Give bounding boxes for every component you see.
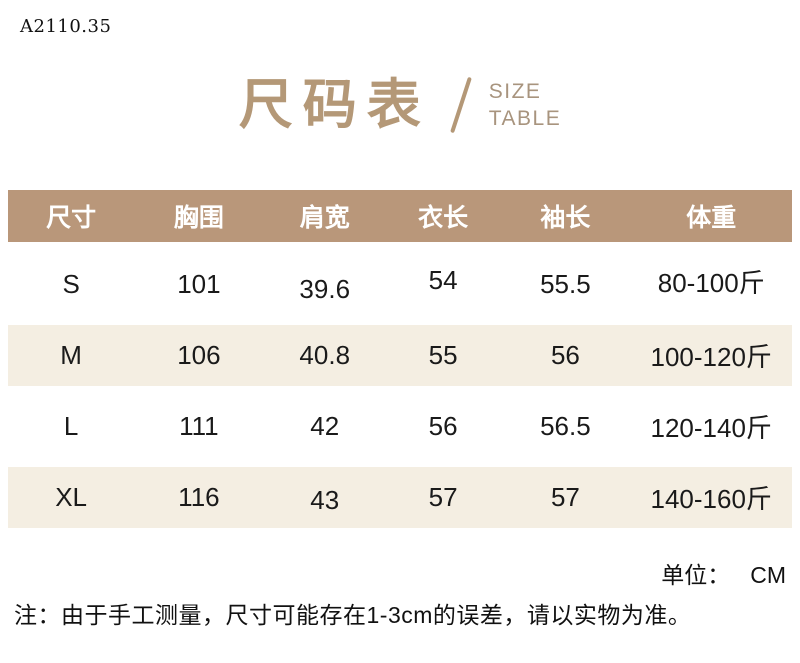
cell-chest: 101: [177, 269, 221, 299]
cell-weight: 120-140斤: [650, 413, 772, 443]
cell-shoulder: 39.6: [299, 274, 351, 304]
cell-size: XL: [55, 482, 88, 512]
column-header-chest: 胸围: [173, 204, 224, 232]
measurement-note: 注：由于手工测量，尺寸可能存在1-3cm的误差，请以实物为准。: [14, 602, 692, 628]
cell-chest: 116: [178, 482, 220, 512]
cell-length: 56: [428, 411, 458, 441]
cell-weight: 80-100斤: [657, 268, 765, 298]
slash-divider-icon: [449, 76, 472, 134]
product-code: A2110.35: [20, 16, 112, 37]
cell-sleeve: 56: [550, 340, 580, 370]
cell-length: 55: [428, 340, 458, 370]
page-title-english-line2: TABLE: [488, 107, 562, 130]
page-title: 尺码表 SIZE TABLE: [0, 76, 800, 134]
table-row-s: S 101 39.6 54 55.5 80-100斤: [0, 249, 800, 320]
unit-indicator: 单位： CM: [661, 556, 786, 590]
cell-length: 57: [428, 482, 458, 512]
column-header-size: 尺寸: [46, 204, 97, 232]
table-row-xl: XL 116 43 57 57 140-160斤: [0, 462, 800, 533]
column-header-length: 衣长: [418, 204, 469, 232]
column-header-weight: 体重: [686, 204, 737, 232]
page-title-chinese: 尺码表: [238, 75, 431, 135]
cell-size: L: [63, 411, 79, 441]
unit-value: CM: [750, 562, 786, 588]
unit-label: 单位：: [661, 562, 731, 588]
cell-length: 54: [428, 265, 458, 295]
cell-size: S: [62, 269, 80, 299]
cell-shoulder: 40.8: [299, 340, 351, 370]
size-table-body: S 101 39.6 54 55.5 80-100斤 M 106 40.8 55…: [0, 249, 800, 533]
page-title-english: SIZE TABLE: [489, 78, 561, 133]
cell-chest: 111: [179, 411, 219, 441]
cell-shoulder: 43: [310, 485, 340, 515]
page-title-english-line1: SIZE: [488, 79, 542, 103]
column-header-shoulder: 肩宽: [299, 204, 350, 232]
cell-weight: 100-120斤: [650, 342, 772, 372]
column-header-sleeve: 袖长: [540, 204, 591, 232]
cell-sleeve: 56.5: [540, 411, 591, 441]
cell-shoulder: 42: [310, 411, 340, 441]
cell-chest: 106: [177, 340, 221, 370]
cell-size: M: [60, 340, 82, 370]
cell-sleeve: 57: [550, 482, 580, 512]
table-row-l: L 111 42 56 56.5 120-140斤: [0, 391, 800, 462]
table-row-m: M 106 40.8 55 56 100-120斤: [0, 320, 800, 391]
size-table-header-row: 尺寸 胸围 肩宽 衣长 袖长 体重: [8, 190, 792, 242]
cell-sleeve: 55.5: [540, 269, 591, 299]
cell-weight: 140-160斤: [650, 484, 772, 514]
